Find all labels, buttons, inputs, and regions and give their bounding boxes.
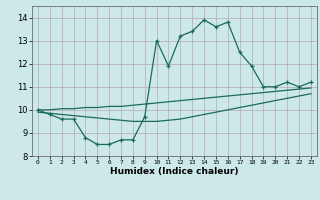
X-axis label: Humidex (Indice chaleur): Humidex (Indice chaleur) [110,167,239,176]
